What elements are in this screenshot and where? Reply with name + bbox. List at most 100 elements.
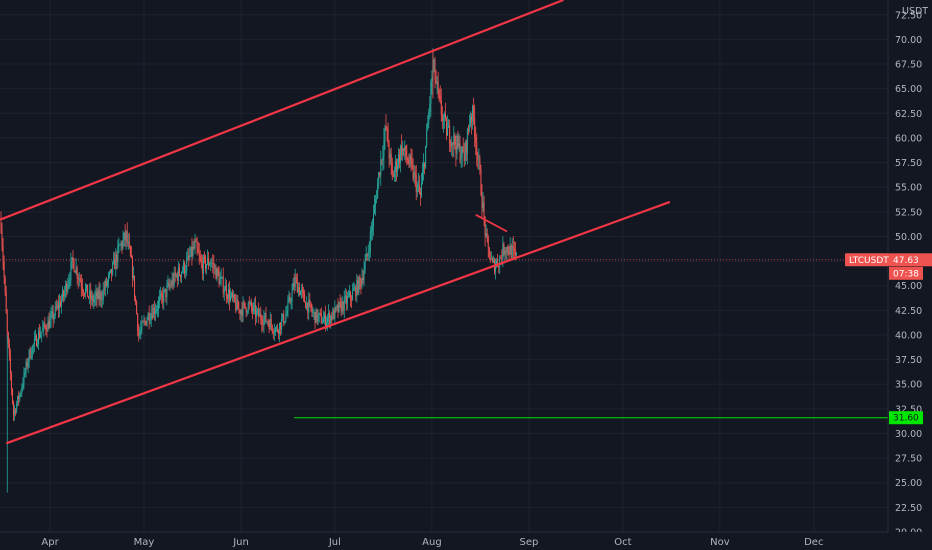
candle-body <box>389 153 391 159</box>
candle-body <box>294 277 296 288</box>
candle-body <box>299 291 301 295</box>
candle-body <box>374 204 376 214</box>
price-tick-label: 55.00 <box>895 183 922 194</box>
candle-body <box>246 311 248 313</box>
candle-body <box>396 165 398 172</box>
candle-body <box>265 313 267 322</box>
candle-body <box>315 309 317 323</box>
candle-body <box>370 229 372 232</box>
candle-body <box>464 141 466 161</box>
candle-body <box>313 311 315 313</box>
candle-body <box>14 409 16 415</box>
candle-body <box>248 303 250 304</box>
candle-body <box>283 313 285 324</box>
candle-body <box>83 293 85 295</box>
candle-body <box>498 266 500 268</box>
candle-body <box>450 144 452 147</box>
candle-body <box>214 267 216 269</box>
candle-body <box>199 256 201 260</box>
candle-body <box>179 275 181 278</box>
candle-body <box>461 146 463 158</box>
candle-body <box>310 302 312 309</box>
candle-body <box>169 285 171 287</box>
candle-body <box>35 335 37 347</box>
candle-body <box>443 114 445 118</box>
candle-body <box>427 123 429 131</box>
time-axis[interactable] <box>0 532 932 550</box>
price-tick-label: 25.00 <box>895 478 922 489</box>
candle-body <box>324 313 326 326</box>
candle-body <box>177 267 179 281</box>
candle-body <box>284 321 286 324</box>
candle-body <box>64 291 66 297</box>
candle-body <box>434 59 436 80</box>
candle-body <box>50 314 52 319</box>
candle-body <box>278 331 280 334</box>
candle-body <box>275 327 277 329</box>
candle-body <box>326 322 328 326</box>
candle-body <box>172 279 174 285</box>
candle-body <box>515 253 517 256</box>
candle-body <box>194 240 196 248</box>
candle-body <box>68 280 70 285</box>
candle-body <box>222 276 224 293</box>
candle-body <box>188 255 190 258</box>
candle-body <box>211 263 213 264</box>
candle-body <box>485 233 487 236</box>
candle-body <box>88 296 90 298</box>
candle-body <box>513 248 515 251</box>
candle-body <box>109 272 111 276</box>
candle-body <box>25 362 27 372</box>
candle-body <box>96 292 98 299</box>
candle-body <box>154 311 156 314</box>
candle-body <box>54 306 56 316</box>
candle-body <box>351 298 353 300</box>
channel-upper-line <box>0 0 564 221</box>
candle-body <box>441 114 443 121</box>
candle-body <box>264 313 266 318</box>
candle-body <box>442 117 444 121</box>
candle-body <box>386 127 388 129</box>
candle-body <box>439 95 441 100</box>
candle-body <box>422 172 424 184</box>
candle-body <box>419 192 421 196</box>
candle-body <box>80 281 82 288</box>
candle-body <box>457 136 459 147</box>
candle-body <box>147 313 149 320</box>
candle-body <box>143 320 145 322</box>
svg-text:31.60: 31.60 <box>893 414 919 424</box>
time-tick-label: Nov <box>710 537 730 548</box>
candle-body <box>197 248 199 253</box>
candle-body <box>271 325 273 331</box>
candle-body <box>380 159 382 176</box>
candle-body <box>137 313 139 331</box>
candle-body <box>24 371 26 373</box>
candle-body <box>343 296 345 311</box>
candle-body <box>44 323 46 327</box>
candle-body <box>354 287 356 290</box>
candle-body <box>466 128 468 153</box>
price-tick-label: 60.00 <box>895 133 922 144</box>
candle-body <box>333 310 335 319</box>
candle-body <box>279 322 281 334</box>
candle-body <box>29 349 31 359</box>
candle-body <box>425 145 427 168</box>
candle-body <box>503 244 505 255</box>
candle-body <box>468 125 470 129</box>
candle-body <box>257 309 259 312</box>
candle-body <box>155 309 157 312</box>
candle-body <box>274 328 276 333</box>
candle-body <box>140 328 142 333</box>
candle-body <box>382 156 384 161</box>
candle-body <box>45 326 47 331</box>
candle-body <box>489 258 491 260</box>
candle-body <box>52 311 54 320</box>
candle-body <box>131 257 133 278</box>
candle-body <box>484 217 486 236</box>
candle-body <box>475 136 477 143</box>
candle-body <box>165 288 167 297</box>
candle-body <box>242 302 244 316</box>
candle-body <box>490 258 492 260</box>
candle-body <box>345 295 347 304</box>
